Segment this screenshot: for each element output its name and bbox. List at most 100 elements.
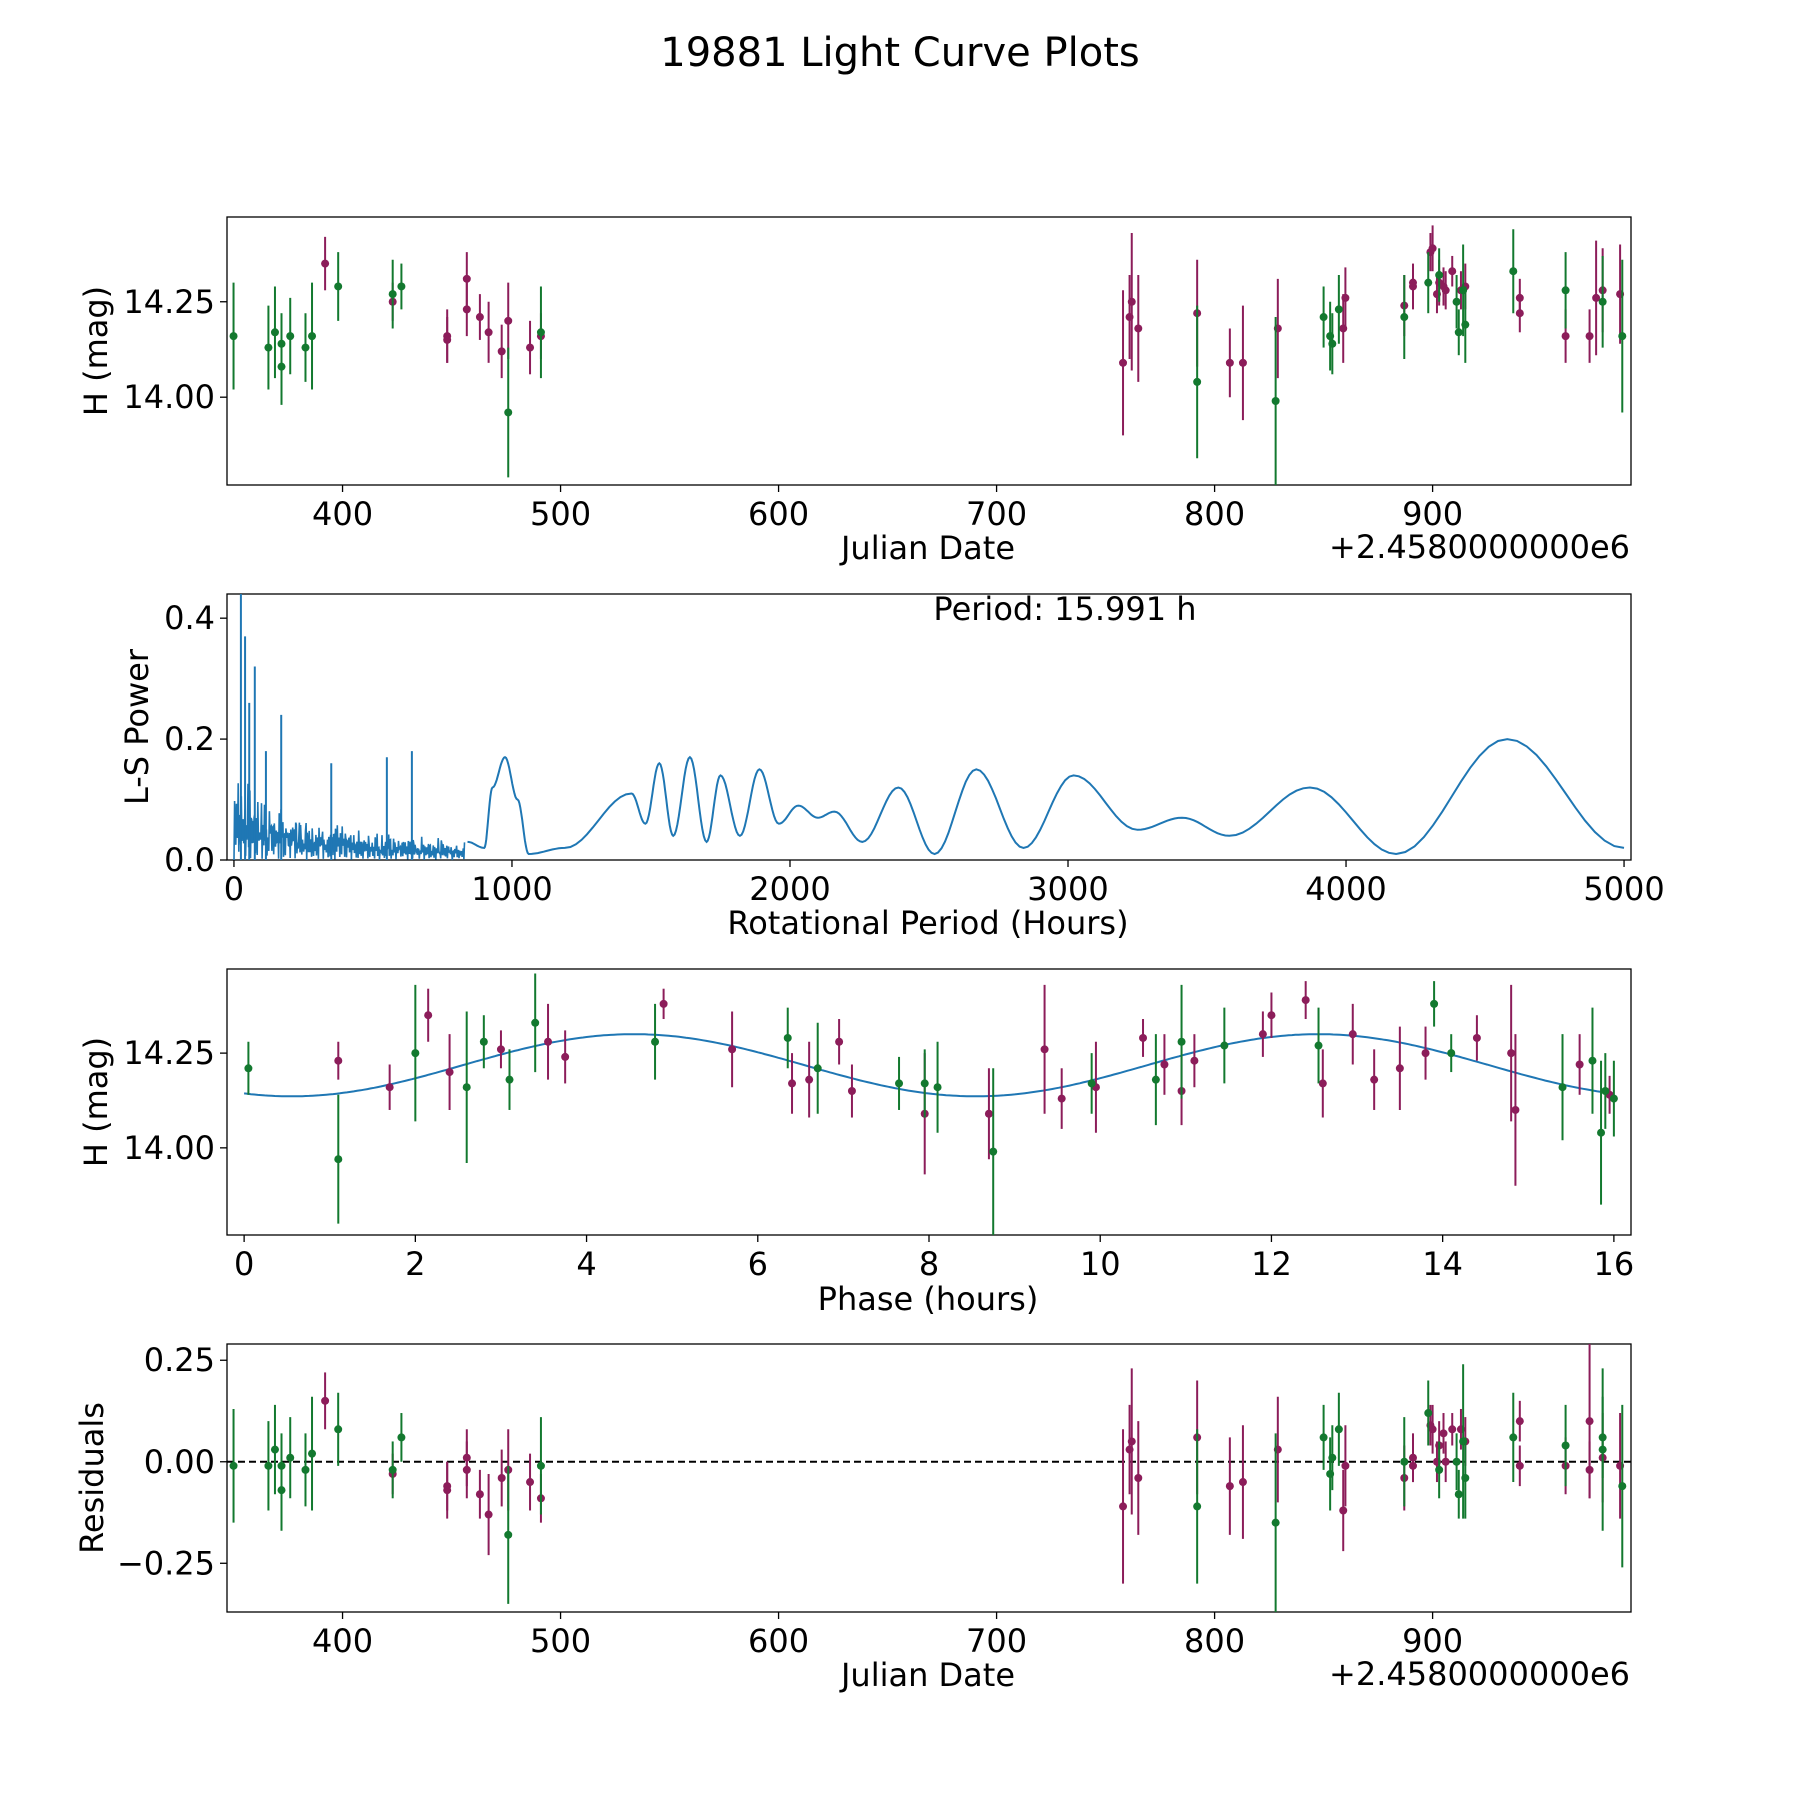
lc-point-set_a [504, 316, 513, 325]
phase-point-set_a [1318, 1079, 1327, 1088]
residuals-panel: 400 500 600 700 800 900 −0.25 0.00 0.25 Julian D… [73, 1341, 1632, 1694]
resid-point-set_a [1585, 1465, 1594, 1474]
resid-point-set_a [443, 1482, 452, 1491]
lc-point-set_b [264, 343, 273, 352]
resid-point-set_a [1428, 1425, 1437, 1434]
light-curve-points [229, 225, 1627, 485]
periodogram-smooth-curve [467, 738, 1625, 856]
lc-point-set_a [1127, 297, 1136, 306]
lc-point-set_a [1585, 332, 1594, 341]
resid-point-set_b [1400, 1457, 1409, 1466]
lc-point-set_b [270, 328, 279, 337]
periodogram-curve-group [233, 594, 1625, 861]
resid-point-set_a [1439, 1429, 1448, 1438]
resid-ytick-label: 0.25 [144, 1341, 215, 1379]
resid-point-set_b [1271, 1518, 1280, 1527]
lc-xtick-label: 800 [1184, 495, 1245, 533]
lc-point-set_b [1424, 278, 1433, 287]
resid-point-set_b [1598, 1433, 1607, 1442]
residuals-points [227, 1344, 1631, 1612]
resid-point-set_a [1585, 1417, 1594, 1426]
phase-xlabel: Phase (hours) [818, 1280, 1039, 1318]
phase-point-set_a [728, 1045, 737, 1054]
resid-point-set_b [1319, 1433, 1328, 1442]
phase-point-set_b [895, 1079, 904, 1088]
lc-point-set_b [334, 282, 343, 291]
phase-point-set_b [1609, 1094, 1618, 1103]
lc-xtick-label: 400 [312, 495, 373, 533]
residuals-xlabel: Julian Date [839, 1656, 1015, 1694]
resid-point-set_a [497, 1474, 506, 1482]
phase-point-set_b [411, 1049, 420, 1058]
phase-point-set_b [1151, 1075, 1160, 1084]
resid-point-set_b [1193, 1502, 1202, 1511]
periodogram-ticks: 0 1000 2000 3000 4000 5000 0.0 0.2 0.4 [164, 599, 1665, 908]
resid-point-set_a [462, 1453, 471, 1462]
resid-point-set_a [526, 1478, 535, 1487]
lc-point-set_a [1408, 278, 1417, 287]
phase-xtick-label: 10 [1080, 1245, 1121, 1283]
resid-point-set_a [1515, 1417, 1524, 1426]
phase-xtick-label: 12 [1251, 1245, 1292, 1283]
lc-point-set_a [497, 347, 506, 356]
light-curve-ticks: 400 500 600 700 800 900 14.00 14.25 [123, 283, 1463, 533]
lc-point-set_b [1328, 339, 1337, 348]
phase-point-set_a [1575, 1060, 1584, 1069]
resid-ytick-label: −0.25 [117, 1544, 215, 1582]
phase-ytick-label: 14.25 [123, 1034, 215, 1072]
phase-point-set_a [1190, 1056, 1199, 1065]
lc-point-set_b [1461, 320, 1470, 329]
phase-point-set_a [1370, 1075, 1379, 1084]
phase-point-set_b [1601, 1087, 1610, 1096]
resid-point-set_b [388, 1465, 397, 1474]
resid-point-set_b [270, 1445, 279, 1454]
ls-xtick-label: 2000 [749, 870, 830, 908]
periodogram-ylabel: L-S Power [118, 648, 156, 805]
resid-point-set_b [504, 1530, 513, 1539]
resid-point-set_a [1339, 1506, 1348, 1515]
light-curve-ylabel: H (mag) [77, 286, 115, 416]
resid-point-set_a [1225, 1482, 1234, 1491]
phase-point-set_a [847, 1087, 856, 1096]
phase-point-set_a [1139, 1033, 1148, 1042]
lc-point-set_b [1454, 328, 1463, 337]
phase-point-set_a [1511, 1105, 1520, 1114]
resid-point-set_a [1127, 1437, 1136, 1446]
resid-point-set_b [286, 1453, 295, 1462]
resid-point-set_b [1328, 1453, 1337, 1462]
figure-title: 19881 Light Curve Plots [660, 30, 1139, 76]
lc-point-set_b [301, 343, 310, 352]
lc-point-set_b [397, 282, 406, 291]
lc-point-set_b [1452, 297, 1461, 306]
phase-point-set_b [1430, 999, 1439, 1008]
lc-point-set_a [321, 259, 330, 268]
resid-point-set_a [1408, 1461, 1417, 1470]
phase-ticks: 0 2 4 6 8 10 12 14 16 14.00 14.25 [123, 1034, 1634, 1283]
lc-point-set_b [277, 339, 286, 348]
lc-point-set_b [1618, 332, 1627, 341]
lc-point-set_b [1509, 267, 1518, 276]
lc-point-set_b [1435, 271, 1444, 280]
phase-point-set_a [1395, 1064, 1404, 1073]
phase-point-set_b [1597, 1128, 1606, 1137]
resid-point-set_b [397, 1433, 406, 1442]
ls-ytick-label: 0.0 [164, 841, 215, 879]
phase-panel: 0 2 4 6 8 10 12 14 16 14.00 14.25 Phase (hours) H … [77, 968, 1634, 1318]
resid-point-set_b [1618, 1482, 1627, 1491]
resid-point-set_b [536, 1461, 545, 1470]
light-curve-xlabel: Julian Date [839, 529, 1015, 567]
phase-point-set_b [1558, 1083, 1567, 1092]
lc-point-set_a [1592, 293, 1601, 302]
phase-point-set_a [1421, 1049, 1430, 1058]
phase-xtick-label: 8 [919, 1245, 939, 1283]
phase-point-set_a [1507, 1049, 1516, 1058]
resid-point-set_b [1452, 1457, 1461, 1466]
residuals-ylabel: Residuals [73, 1402, 111, 1554]
residuals-ticks: 400 500 600 700 800 900 −0.25 0.00 0.25 [117, 1341, 1463, 1660]
phase-point-set_a [1348, 1030, 1357, 1039]
phase-point-set_b [1588, 1056, 1597, 1065]
lc-point-set_a [1225, 358, 1234, 367]
phase-point-set_b [783, 1033, 792, 1042]
period-annotation: Period: 15.991 h [933, 590, 1196, 628]
phase-point-set_b [479, 1037, 488, 1046]
